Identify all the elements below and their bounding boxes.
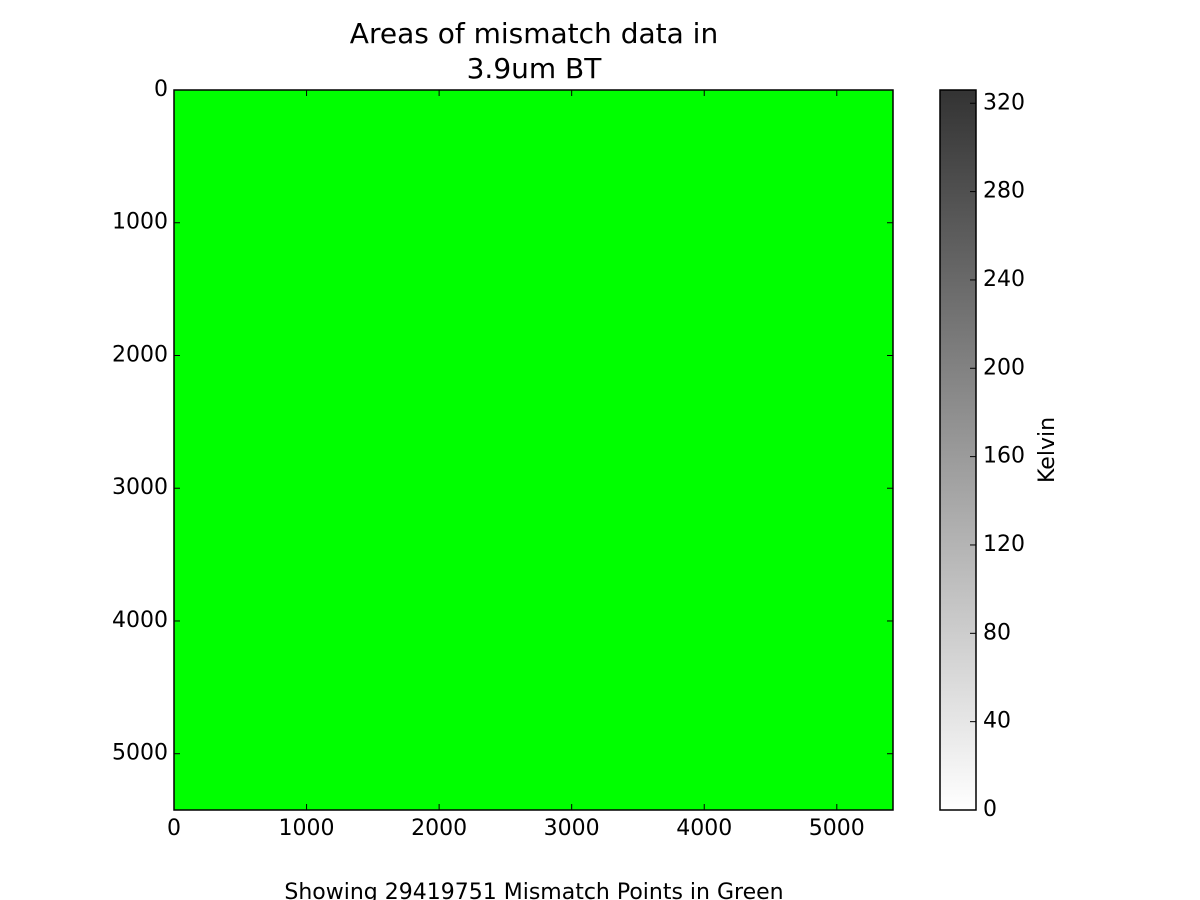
y-tick-label: 2000 xyxy=(112,342,168,367)
colorbar-tick-label: 240 xyxy=(983,267,1025,292)
x-axis-label: Showing 29419751 Mismatch Points in Gree… xyxy=(284,880,783,900)
x-tick-label: 2000 xyxy=(411,816,467,841)
x-tick-label: 3000 xyxy=(544,816,600,841)
mismatch-image xyxy=(174,90,893,810)
chart-title: Areas of mismatch data in xyxy=(350,17,718,50)
colorbar-tick-label: 0 xyxy=(983,797,997,822)
x-tick-label: 0 xyxy=(167,816,181,841)
y-tick-label: 3000 xyxy=(112,475,168,500)
colorbar-tick-label: 200 xyxy=(983,355,1025,380)
x-tick-label: 4000 xyxy=(676,816,732,841)
colorbar-tick-label: 280 xyxy=(983,179,1025,204)
axes-frame xyxy=(173,89,894,811)
colorbar-tick-label: 80 xyxy=(983,620,1011,645)
colorbar-tick-label: 160 xyxy=(983,444,1025,469)
y-tick-label: 1000 xyxy=(112,210,168,235)
colorbar-tick-label: 120 xyxy=(983,532,1025,557)
x-tick-label: 1000 xyxy=(279,816,335,841)
colorbar-label: Kelvin xyxy=(1035,417,1060,483)
y-tick-label: 5000 xyxy=(112,741,168,766)
y-tick-label: 4000 xyxy=(112,608,168,633)
colorbar xyxy=(939,89,977,811)
colorbar-tick-label: 40 xyxy=(983,709,1011,734)
y-tick-label: 0 xyxy=(154,77,168,102)
colorbar-tick-label: 320 xyxy=(983,90,1025,115)
chart-title: 3.9um BT xyxy=(467,52,603,85)
x-tick-label: 5000 xyxy=(809,816,865,841)
